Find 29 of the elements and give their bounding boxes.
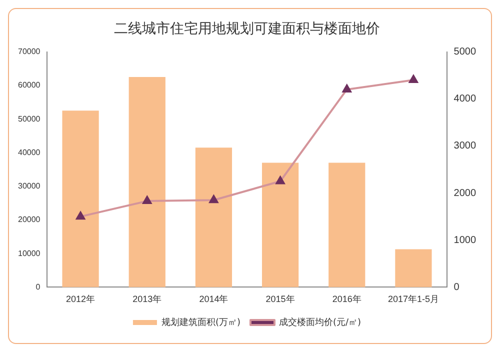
bar	[62, 110, 99, 288]
y-tick-label: 60000	[18, 80, 41, 90]
bar	[328, 162, 366, 288]
y-tick-label: 30000	[18, 182, 41, 191]
y-tick-label: 50000	[18, 114, 41, 124]
bar	[395, 249, 432, 288]
x-tick-label: 2015年	[266, 294, 295, 304]
y-tick-label: 0	[36, 282, 41, 292]
x-tick-label: 2013年	[132, 294, 162, 304]
bar	[195, 148, 232, 288]
y-tick-label: 70000	[18, 47, 41, 56]
y2-tick-label: 4000	[454, 94, 476, 105]
y2-tick-label: 2000	[454, 188, 476, 199]
legend-label: 规划建筑面积(万㎡)	[161, 316, 240, 328]
y-tick-label: 40000	[18, 148, 41, 157]
x-tick-label: 2012年	[66, 294, 96, 304]
x-tick-label: 2017年1-5月	[388, 294, 439, 304]
legend-label: 成交楼面均价(元/㎡)	[278, 316, 362, 328]
y-tick-label: 10000	[18, 248, 41, 258]
y2-tick-label: 5000	[454, 46, 476, 58]
x-tick-label: 2016年	[332, 294, 362, 304]
y2-tick-label: 1000	[454, 234, 476, 246]
y2-tick-label: 3000	[454, 140, 476, 152]
y2-tick-label: 0	[454, 282, 460, 293]
x-tick-label: 2014年	[199, 294, 228, 304]
bar	[128, 77, 166, 288]
bar	[262, 162, 299, 288]
y-tick-label: 20000	[18, 215, 41, 224]
chart-title: 二线城市住宅用地规划可建面积与楼面地价	[114, 21, 380, 38]
